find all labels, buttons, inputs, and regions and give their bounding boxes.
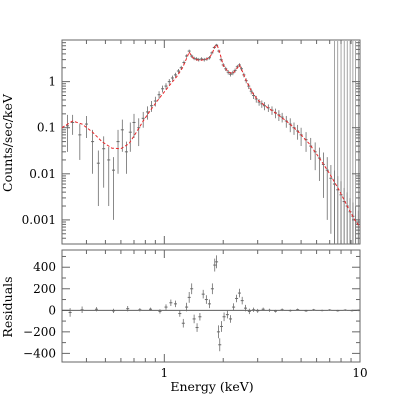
y-tick-label: 1 <box>48 75 56 89</box>
x-tick-label: 10 <box>352 366 367 380</box>
spectrum-panel: 1 0.1 0.01 0.001 <box>22 39 361 245</box>
x-tick-label: 1 <box>160 366 168 380</box>
y-tick-label: 0.1 <box>37 121 56 135</box>
energy-x-axis-label: Energy (keV) <box>170 379 253 394</box>
y-tick-label: 0 <box>48 303 56 317</box>
y-tick-label: 400 <box>33 260 56 274</box>
spectrum-y-axis-label: Counts/sec/keV <box>0 93 15 192</box>
y-tick-label: −400 <box>23 346 56 360</box>
spectrum-plot-frame <box>61 39 361 245</box>
residuals-plot-frame <box>61 249 361 363</box>
residuals-y-axis-label: Residuals <box>0 276 15 337</box>
model-curve <box>61 44 361 228</box>
residuals-panel: 400 200 0 −200 −400 1 10 <box>23 249 368 380</box>
y-tick-label: −200 <box>23 325 56 339</box>
y-tick-label: 200 <box>33 282 56 296</box>
y-tick-label: 0.01 <box>29 167 56 181</box>
y-tick-label: 0.001 <box>22 213 56 227</box>
